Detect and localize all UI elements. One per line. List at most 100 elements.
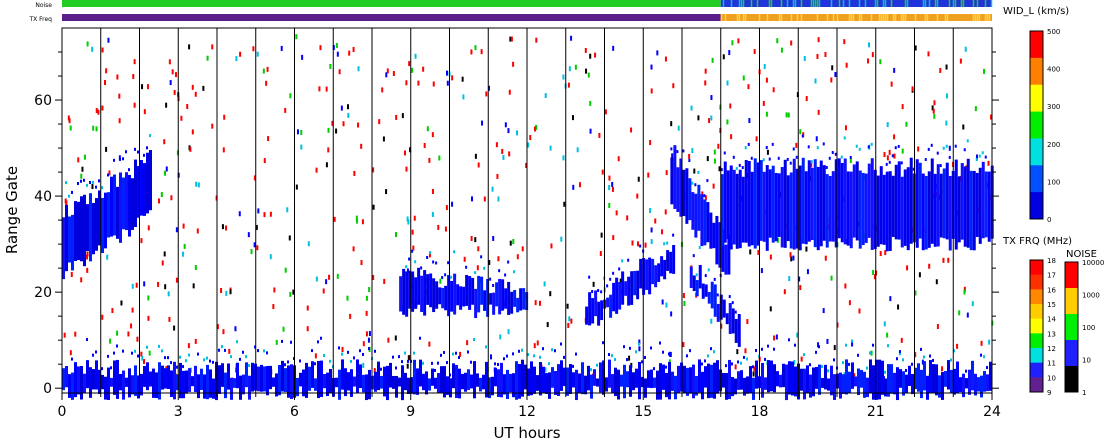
noise-pixel xyxy=(546,322,549,328)
noise-pixel xyxy=(140,351,143,357)
echo-column xyxy=(557,364,560,396)
noise-pixel xyxy=(637,176,640,182)
echo-column xyxy=(263,366,266,392)
echo-speckle xyxy=(408,257,411,261)
strip-texture xyxy=(766,14,769,21)
echo-speckle xyxy=(107,173,109,177)
noise-pixel xyxy=(574,64,577,70)
echo-column xyxy=(782,363,785,388)
echo-speckle xyxy=(299,359,301,363)
echo-speckle xyxy=(695,273,698,277)
echo-column xyxy=(959,377,962,393)
noise-pixel xyxy=(446,80,449,86)
echo-speckle xyxy=(638,342,640,346)
noise-pixel xyxy=(105,68,108,74)
strip-texture xyxy=(770,0,773,7)
noise-pixel xyxy=(604,109,607,115)
noise-pixel xyxy=(348,50,351,56)
noise-pixel xyxy=(157,281,160,287)
echo-speckle xyxy=(429,251,432,255)
y-tick-label: 60 xyxy=(34,93,52,109)
echo-column xyxy=(227,363,230,390)
noise-pixel xyxy=(830,77,833,83)
echo-column xyxy=(870,158,874,250)
noise-pixel xyxy=(851,341,854,347)
noise-pixel xyxy=(587,72,590,78)
echo-column xyxy=(726,170,730,240)
noise-pixel xyxy=(107,37,110,43)
echo-speckle xyxy=(741,166,744,170)
colorbar-title: NOISE xyxy=(1066,249,1097,260)
echo-column xyxy=(842,374,845,394)
noise-pixel xyxy=(69,350,72,356)
noise-pixel xyxy=(726,119,729,125)
echo-speckle xyxy=(263,349,265,353)
echo-speckle xyxy=(927,147,930,151)
noise-pixel xyxy=(669,351,672,357)
echo-column xyxy=(575,369,578,401)
echo-column xyxy=(566,367,569,396)
echo-speckle xyxy=(816,146,819,150)
noise-pixel xyxy=(668,359,671,365)
echo-column xyxy=(107,192,110,238)
echo-column xyxy=(314,378,317,391)
echo-column xyxy=(860,369,863,388)
echo-column xyxy=(686,367,689,396)
echo-column xyxy=(792,158,796,250)
echo-speckle xyxy=(697,170,700,174)
noise-pixel xyxy=(409,147,412,153)
noise-pixel xyxy=(157,198,160,204)
noise-pixel xyxy=(168,316,171,322)
colorbar-tick-label: 14 xyxy=(1047,316,1056,324)
noise-pixel xyxy=(492,235,495,241)
echo-speckle xyxy=(101,367,103,371)
noise-pixel xyxy=(649,140,652,146)
noise-pixel xyxy=(691,148,694,154)
noise-pixel xyxy=(428,252,431,258)
echo-speckle xyxy=(411,249,414,253)
strip-texture xyxy=(936,14,939,21)
noise-pixel xyxy=(805,96,808,102)
noise-pixel xyxy=(191,84,194,90)
strip-label: TX Freq xyxy=(28,16,52,23)
x-tick-label: 24 xyxy=(983,404,1001,420)
echo-column xyxy=(864,173,868,243)
echo-column xyxy=(845,359,848,395)
echo-column xyxy=(741,176,745,243)
x-tick-label: 3 xyxy=(174,404,183,420)
echo-column xyxy=(95,360,98,390)
echo-column xyxy=(504,288,508,309)
echo-speckle xyxy=(738,163,741,167)
echo-column xyxy=(107,367,110,401)
echo-column xyxy=(816,166,820,251)
noise-pixel xyxy=(536,340,539,346)
echo-speckle xyxy=(827,369,829,373)
noise-pixel xyxy=(183,243,186,249)
noise-pixel xyxy=(776,38,779,44)
noise-pixel xyxy=(806,269,809,275)
echo-column xyxy=(704,284,708,297)
echo-speckle xyxy=(113,158,115,162)
strip-texture xyxy=(722,0,725,7)
noise-pixel xyxy=(495,142,498,148)
strip-texture xyxy=(786,0,789,7)
noise-pixel xyxy=(329,63,332,69)
noise-pixel xyxy=(315,167,318,173)
noise-pixel xyxy=(959,58,962,64)
echo-column xyxy=(125,172,128,231)
echo-speckle xyxy=(888,160,891,164)
noise-pixel xyxy=(446,70,449,76)
noise-pixel xyxy=(401,113,404,119)
noise-pixel xyxy=(713,158,716,164)
echo-column xyxy=(798,165,802,251)
noise-pixel xyxy=(889,296,892,302)
echo-column xyxy=(521,359,524,397)
noise-pixel xyxy=(228,348,231,354)
echo-column xyxy=(773,364,776,393)
echo-column xyxy=(713,362,716,399)
echo-column xyxy=(320,360,323,398)
echo-speckle xyxy=(848,362,850,366)
noise-pixel xyxy=(362,341,365,347)
echo-column xyxy=(359,364,362,389)
